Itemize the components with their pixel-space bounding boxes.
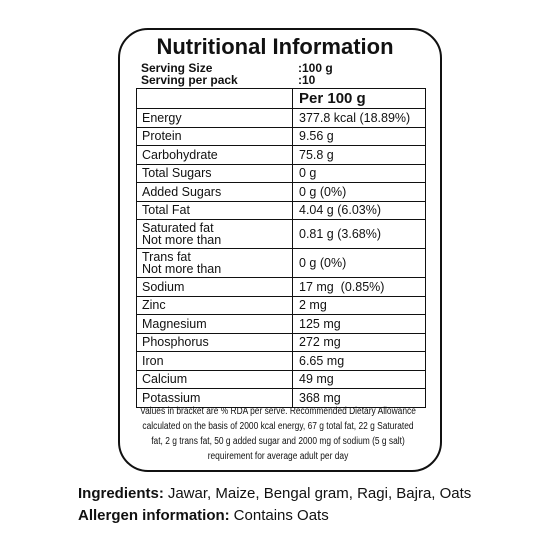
nutrient-name: Protein xyxy=(137,127,293,145)
nutrient-row: Calcium 49 mg xyxy=(137,369,425,388)
nutrient-value: 368 mg xyxy=(299,390,341,405)
nutrient-row: Magnesium 125 mg xyxy=(137,314,425,333)
nutrient-value: 9.56 g xyxy=(299,129,334,144)
serving-value: :10 xyxy=(298,73,316,87)
nutrient-row: Zinc 2 mg xyxy=(137,295,425,314)
nutrient-value: 17 mg (0.85%) xyxy=(299,279,385,294)
nutrient-value: 0.81 g (3.68%) xyxy=(299,227,381,241)
nutrient-row: Protein 9.56 g xyxy=(137,126,425,145)
header-cell: Per 100 g xyxy=(299,90,366,107)
nutrient-value: 0 g (0%) xyxy=(299,184,347,199)
nutrient-row: Saturated fat Not more than 0.81 g (3.68%… xyxy=(137,219,425,248)
nutrient-value: 0 g xyxy=(299,166,317,181)
title: Nutritional Information xyxy=(156,34,394,59)
label-frame xyxy=(118,28,442,472)
nutrient-name: Sodium xyxy=(137,278,293,296)
nutrient-value: 272 mg xyxy=(299,335,341,350)
nutrient-value: 75.8 g xyxy=(299,147,334,162)
nutrient-row: Iron 6.65 mg xyxy=(137,351,425,370)
footnote: Values in bracket are % RDA per serve. R… xyxy=(131,404,425,464)
nutrient-row: Sodium 17 mg (0.85%) xyxy=(137,277,425,296)
nutrient-row: Total Sugars 0 g xyxy=(137,163,425,182)
footnote-line: calculated on the basis of 2000 kcal ene… xyxy=(142,421,414,432)
header-empty xyxy=(137,89,293,108)
ingredients-label: Ingredients: xyxy=(78,485,164,502)
ingredients: Ingredients: Jawar, Maize, Bengal gram, R… xyxy=(78,485,471,502)
footnote-line: requirement for average adult per day xyxy=(207,451,349,462)
nutrient-value: 125 mg xyxy=(299,316,341,331)
serving-label: Serving per pack xyxy=(141,73,238,87)
header-row: Per 100 g xyxy=(137,89,425,108)
nutrient-name: Saturated fat Not more than xyxy=(137,220,293,248)
nutrient-row: Total Fat 4.04 g (6.03%) xyxy=(137,200,425,219)
nutrient-value: 377.8 kcal (18.89%) xyxy=(299,110,411,125)
footnote-line: fat, 2 g trans fat, 50 g added sugar and… xyxy=(151,436,405,447)
footnote-line: Values in bracket are % RDA per serve. R… xyxy=(140,406,416,417)
nutrient-value: 4.04 g (6.03%) xyxy=(299,203,381,218)
nutrient-name: Carbohydrate xyxy=(137,146,293,164)
nutrient-row: Carbohydrate 75.8 g xyxy=(137,145,425,164)
nutrient-row: Phosphorus 272 mg xyxy=(137,332,425,351)
nutrient-value: 6.65 mg xyxy=(299,353,345,368)
nutrient-name: Phosphorus xyxy=(137,333,293,351)
nutrient-row: Added Sugars 0 g (0%) xyxy=(137,182,425,201)
allergen-text: Contains Oats xyxy=(233,507,329,524)
nutrient-row: Potassium 368 mg xyxy=(137,388,425,407)
serving-value: :100 g xyxy=(298,61,333,75)
nutrient-value: 49 mg xyxy=(299,372,334,387)
allergen: Allergen information: Contains Oats xyxy=(78,507,329,524)
serving-block: Serving Size :100 g Serving per pack :10 xyxy=(136,62,426,88)
nutrient-name: Added Sugars xyxy=(137,183,293,201)
nutrient-value: 2 mg xyxy=(299,298,327,313)
nutrient-name: Calcium xyxy=(137,370,293,388)
nutrient-name: Total Sugars xyxy=(137,164,293,182)
ingredients-text: Jawar, Maize, Bengal gram, Ragi, Bajra, … xyxy=(167,485,472,502)
nutrition-table: Per 100 g Energy 377.8 kcal (18.89%) Protei… xyxy=(136,88,426,408)
nutrient-value: 0 g (0%) xyxy=(299,256,347,270)
nutrient-row: Energy 377.8 kcal (18.89%) xyxy=(137,108,425,127)
nutrient-name: Iron xyxy=(137,352,293,370)
serving-label: Serving Size xyxy=(141,61,213,75)
nutrient-name: Zinc xyxy=(137,296,293,314)
nutrient-row: Trans fat Not more than 0 g (0%) xyxy=(137,248,425,277)
allergen-label: Allergen information: xyxy=(78,507,230,524)
nutrient-name: Magnesium xyxy=(137,315,293,333)
nutrient-name: Trans fat Not more than xyxy=(137,249,293,277)
nutrient-name: Potassium xyxy=(137,389,293,407)
nutrient-name: Total Fat xyxy=(137,201,293,219)
nutrient-name: Energy xyxy=(137,109,293,127)
